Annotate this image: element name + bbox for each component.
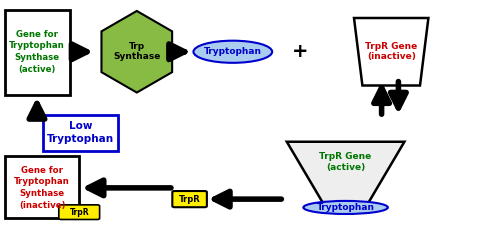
- Polygon shape: [101, 11, 172, 92]
- Text: TrpR Gene
(inactive): TrpR Gene (inactive): [365, 42, 417, 61]
- FancyBboxPatch shape: [43, 115, 118, 151]
- Text: Gene for
Tryptophan
Synthase
(active): Gene for Tryptophan Synthase (active): [9, 29, 65, 74]
- FancyBboxPatch shape: [5, 156, 79, 218]
- Text: Tryptophan: Tryptophan: [317, 203, 374, 212]
- Text: Tryptophan: Tryptophan: [204, 47, 262, 56]
- Text: Gene for
Tryptophan
Synthase
(inactive): Gene for Tryptophan Synthase (inactive): [14, 166, 70, 210]
- Polygon shape: [354, 18, 428, 86]
- Ellipse shape: [193, 41, 272, 63]
- Ellipse shape: [303, 201, 388, 214]
- Text: Trp
Synthase: Trp Synthase: [113, 42, 160, 61]
- Text: TrpR: TrpR: [70, 208, 89, 217]
- Text: Low
Tryptophan: Low Tryptophan: [47, 121, 114, 144]
- Text: +: +: [292, 42, 308, 61]
- Text: TrpR Gene
(active): TrpR Gene (active): [320, 152, 372, 172]
- Text: TrpR: TrpR: [179, 195, 201, 204]
- FancyBboxPatch shape: [59, 205, 100, 220]
- FancyBboxPatch shape: [172, 191, 207, 207]
- FancyBboxPatch shape: [5, 10, 70, 94]
- Polygon shape: [287, 142, 404, 205]
